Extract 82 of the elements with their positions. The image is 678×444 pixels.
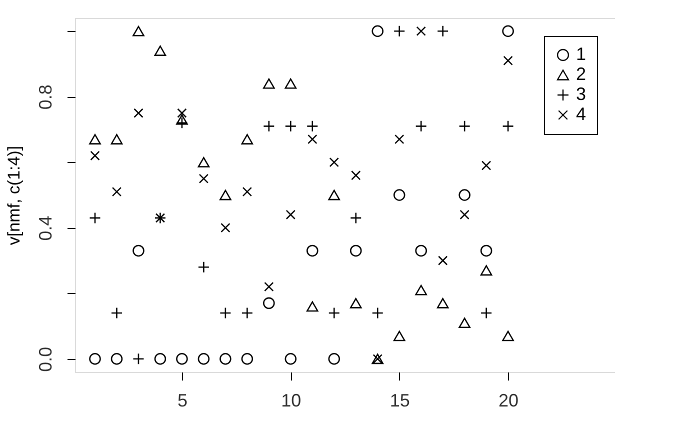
point — [393, 330, 406, 342]
point — [132, 26, 144, 36]
point — [328, 307, 340, 319]
point — [110, 134, 123, 144]
x-tick-label: 10 — [281, 390, 302, 410]
point — [220, 353, 232, 365]
point — [263, 120, 275, 132]
point — [503, 56, 513, 66]
point — [415, 244, 427, 257]
point — [458, 318, 470, 328]
point — [220, 222, 230, 233]
point — [241, 307, 254, 319]
legend-label: 3 — [576, 84, 586, 104]
y-axis-title: v[nmf, c(1:4)] — [4, 146, 24, 246]
x-tick-label: 15 — [390, 390, 410, 410]
point — [264, 282, 274, 292]
point — [110, 353, 123, 365]
point — [460, 210, 470, 220]
point — [328, 353, 340, 365]
point — [242, 186, 252, 197]
point — [351, 170, 361, 180]
point — [350, 212, 362, 224]
point — [89, 353, 101, 365]
point — [198, 157, 210, 168]
point — [198, 353, 210, 365]
y-tick-label: 0.8 — [36, 84, 56, 110]
point — [438, 256, 448, 266]
point — [502, 120, 514, 132]
point — [393, 189, 406, 201]
legend-label: 4 — [576, 104, 586, 124]
legend-label: 1 — [576, 44, 586, 64]
point — [284, 353, 297, 365]
point — [350, 244, 362, 257]
point — [308, 134, 318, 144]
point — [480, 307, 492, 319]
y-tick-label: 0.4 — [36, 216, 56, 241]
point — [112, 186, 122, 197]
point — [481, 160, 492, 170]
point — [89, 134, 101, 144]
point — [132, 244, 144, 257]
point — [89, 212, 101, 224]
point — [458, 189, 470, 201]
point — [502, 25, 514, 37]
point — [176, 353, 188, 365]
point — [372, 307, 384, 319]
point — [220, 190, 232, 200]
point — [241, 134, 254, 144]
point — [415, 284, 427, 296]
point — [458, 120, 470, 132]
point — [284, 78, 297, 89]
point — [306, 244, 318, 257]
point — [220, 307, 232, 319]
point — [306, 120, 318, 132]
point — [132, 352, 144, 365]
point — [372, 25, 384, 37]
point — [480, 265, 492, 276]
point — [416, 26, 426, 36]
point — [154, 46, 166, 56]
x-tick-label: 20 — [498, 390, 519, 410]
point — [502, 330, 514, 342]
point — [480, 244, 492, 257]
point — [394, 134, 404, 144]
point — [241, 353, 254, 365]
point — [263, 297, 275, 310]
point — [110, 307, 123, 319]
point — [154, 353, 166, 365]
point — [198, 174, 209, 184]
point — [134, 108, 144, 118]
point — [328, 190, 340, 200]
point — [286, 210, 296, 220]
point — [350, 298, 362, 308]
point — [90, 150, 100, 161]
point — [177, 108, 187, 118]
point — [263, 78, 275, 89]
point — [436, 298, 449, 308]
legend-label: 2 — [576, 64, 586, 84]
point — [329, 157, 339, 168]
point — [415, 120, 427, 132]
y-tick-label: 0.0 — [36, 346, 56, 372]
point — [176, 114, 188, 125]
x-tick-label: 5 — [177, 390, 188, 410]
point — [306, 301, 318, 312]
